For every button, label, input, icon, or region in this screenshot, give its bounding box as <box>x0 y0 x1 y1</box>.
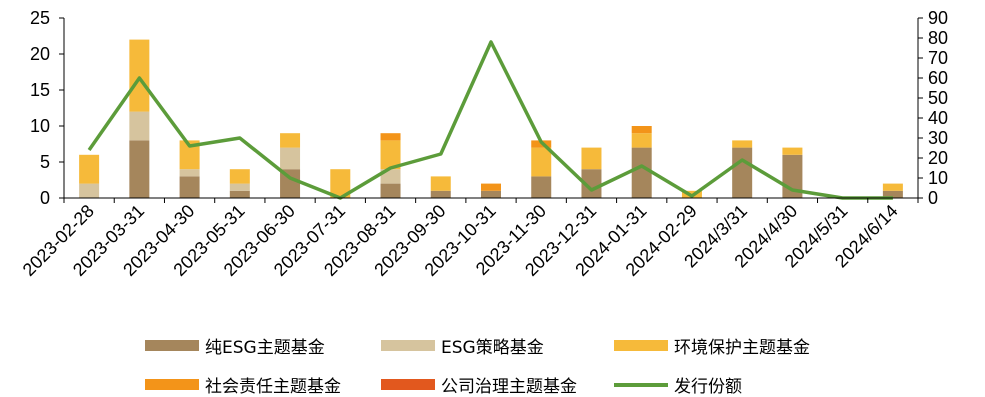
bar-segment-s2-c16 <box>882 183 903 191</box>
bar-segment-s3-c6 <box>380 133 401 141</box>
bar-segment-s0-c1 <box>129 140 150 198</box>
bar-segment-s2-c2 <box>179 140 200 170</box>
y-right-tick-label-8: 80 <box>928 28 948 48</box>
y-left-tick-label-4: 20 <box>30 44 50 64</box>
y-right-tick-label-6: 60 <box>928 68 948 88</box>
bar-segment-s0-c4 <box>280 169 301 198</box>
bar-segment-s0-c6 <box>380 183 401 198</box>
bar-segment-s2-c1 <box>129 39 150 112</box>
bar-segment-s1-c0 <box>79 183 100 198</box>
y-right-tick-label-2: 20 <box>928 148 948 168</box>
y-right-tick-label-0: 0 <box>928 188 938 208</box>
y-right-tick-label-5: 50 <box>928 88 948 108</box>
y-left-tick-label-5: 25 <box>30 8 50 28</box>
y-right-tick-label-4: 40 <box>928 108 948 128</box>
bar-segment-s2-c3 <box>229 169 250 184</box>
bar-segment-s0-c3 <box>229 190 250 198</box>
bar-segment-s2-c7 <box>430 176 451 191</box>
y-right-tick-label-9: 90 <box>928 8 948 28</box>
line-layer <box>87 40 893 200</box>
bar-segment-s2-c11 <box>631 133 652 148</box>
bar-segment-s0-c7 <box>430 190 451 198</box>
bar-segment-s2-c14 <box>782 147 803 155</box>
issuance-line <box>87 40 893 200</box>
bar-segment-s2-c4 <box>280 133 301 148</box>
bar-segment-s0-c13 <box>732 147 753 198</box>
bar-segment-s1-c3 <box>229 183 250 191</box>
bar-segment-s0-c8 <box>481 190 501 198</box>
y-left-tick-label-1: 5 <box>40 152 50 172</box>
bar-segment-s0-c9 <box>531 176 552 198</box>
y-right-tick-label-7: 70 <box>928 48 948 68</box>
y-right-tick-label-3: 30 <box>928 128 948 148</box>
bar-segment-s0-c2 <box>179 176 200 198</box>
bar-segment-s2-c9 <box>531 147 552 177</box>
bar-segment-s2-c10 <box>581 147 602 170</box>
bar-segment-s3-c8 <box>481 183 501 191</box>
bar-segment-s0-c11 <box>631 147 652 198</box>
bar-segment-s1-c1 <box>129 111 150 141</box>
bar-segment-s1-c4 <box>280 147 301 170</box>
bar-segment-s1-c2 <box>179 169 200 177</box>
bar-segment-s2-c13 <box>732 140 753 148</box>
axes-layer: 051015202501020304050607080902023-02-282… <box>19 8 948 280</box>
y-left-tick-label-2: 10 <box>30 116 50 136</box>
bar-layer <box>79 39 903 198</box>
bar-segment-s2-c0 <box>79 154 100 184</box>
bar-segment-s0-c10 <box>581 169 602 198</box>
bar-segment-s0-c16 <box>882 190 903 198</box>
y-left-tick-label-3: 15 <box>30 80 50 100</box>
y-right-tick-label-1: 10 <box>928 168 948 188</box>
y-left-tick-label-0: 0 <box>40 188 50 208</box>
bar-segment-s2-c6 <box>380 140 401 170</box>
bar-segment-s3-c11 <box>631 126 652 134</box>
bar-segment-s2-c5 <box>330 169 351 198</box>
